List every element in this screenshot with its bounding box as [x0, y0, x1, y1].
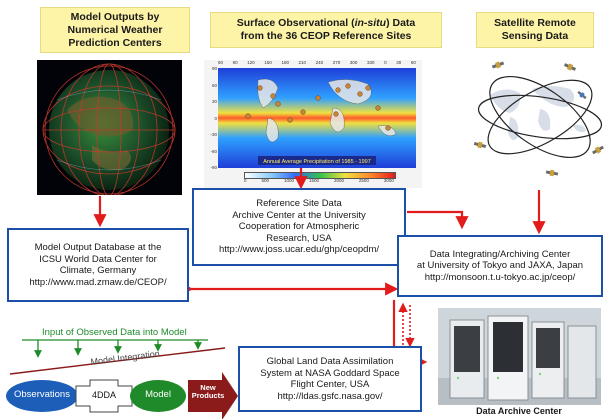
surface-header-insitu: in-situ: [354, 17, 387, 29]
nasa-url: http://ldas.gsfc.nasa.gov/: [277, 390, 383, 402]
mpi-line3: Climate, Germany: [59, 265, 137, 276]
ucar-line2: Archive Center at the University: [232, 209, 366, 221]
nasa-line3: Flight Center, USA: [290, 379, 370, 390]
ytick: 90: [211, 66, 217, 71]
ytick: -90: [210, 165, 217, 170]
new-products-arrow: [188, 372, 238, 419]
xtick: 150: [264, 60, 272, 65]
precip-colorbar-ticks: 0 500 1000 1500 2000 2500 3000: [244, 178, 394, 183]
nwp-header: Model Outputs by Numerical Weather Predi…: [40, 7, 190, 53]
satellite-header-line2: Sensing Data: [501, 30, 569, 42]
ytick: 60: [211, 82, 217, 88]
ytick: -60: [210, 148, 217, 154]
satellite-header: Satellite Remote Sensing Data: [476, 12, 594, 48]
mpi-line2: ICSU World Data Center for: [39, 253, 157, 265]
cbtick: 3000: [383, 178, 394, 183]
archive-caption: Data Archive Center: [476, 406, 562, 416]
xtick: 300: [349, 60, 358, 65]
nasa-node: Global Land Data Assimilation System at …: [238, 346, 422, 412]
surface-header-line1: Surface Observational (in-situ) Data: [237, 17, 416, 30]
cbtick: 2500: [358, 178, 369, 183]
nasa-line2: System at NASA Goddard Space: [260, 367, 400, 379]
precip-map: Annual Average Precipitation of 1985 - 1…: [204, 60, 422, 188]
cbtick: 0: [244, 178, 247, 183]
precip-map-caption: Annual Average Precipitation of 1985 - 1…: [263, 159, 371, 165]
xtick: 210: [298, 60, 307, 65]
cbtick: 2000: [333, 178, 344, 183]
surface-header-text-c: ) Data: [386, 17, 416, 29]
xtick: 60: [410, 60, 416, 65]
ucar-url: http://www.joss.ucar.edu/ghp/ceopdm/: [218, 244, 379, 256]
xtick: 270: [332, 60, 341, 65]
model-label: Model: [145, 389, 171, 400]
ytick: -30: [210, 132, 217, 137]
tokyo-url: http://monsoon.t.u-tokyo.ac.jp/ceop/: [424, 271, 576, 283]
ucar-line4: Research, USA: [266, 232, 332, 244]
integration-line: [9, 347, 226, 375]
nwp-header-line2: Numerical Weather: [67, 23, 163, 36]
xtick: 90: [232, 60, 238, 65]
surface-header-line2: from the 36 CEOP Reference Sites: [240, 30, 412, 42]
precip-map-yticks: 90 60 30 0 -30 -60 -90: [205, 66, 217, 170]
model-oval: [130, 380, 186, 412]
tokyo-node: Data Integrating/Archiving Center at Uni…: [397, 235, 603, 297]
xtick: 240: [315, 60, 324, 65]
tokyo-line1: Data Integrating/Archiving Center: [429, 248, 571, 260]
nwp-header-line3: Prediction Centers: [68, 36, 162, 49]
satellite-orbit-image: [473, 61, 604, 177]
tokyo-line2: at University of Tokyo and JAXA, Japan: [416, 260, 584, 272]
nwp-globe-image: [37, 60, 182, 195]
arrow-ucar-to-tokyo: [407, 210, 469, 230]
ytick: 30: [211, 99, 217, 104]
precip-map-canvas: Annual Average Precipitation of 1985 - 1…: [218, 68, 416, 168]
ucar-line3: Cooperation for Atmospheric: [238, 221, 360, 233]
xtick: 0: [384, 60, 387, 65]
surface-header: Surface Observational (in-situ) Data fro…: [210, 12, 442, 48]
cbtick: 500: [261, 178, 269, 183]
satellite-header-line1: Satellite Remote: [494, 17, 576, 29]
new-products-label: New Products: [190, 384, 226, 400]
nasa-line1: Global Land Data Assimilation: [266, 356, 394, 367]
nwp-header-line1: Model Outputs by: [70, 10, 160, 23]
new-products-line1: New: [200, 383, 216, 392]
xtick: 330: [366, 60, 375, 65]
process-diagram: [6, 339, 238, 419]
new-products-line2: Products: [191, 391, 225, 400]
cbtick: 1000: [283, 178, 294, 183]
observations-label: Observations: [14, 389, 70, 400]
xtick: 60: [218, 60, 224, 65]
input-label: Input of Observed Data into Model: [42, 327, 187, 338]
mpi-line1: Model Output Database at the: [34, 242, 162, 253]
ytick: 0: [214, 115, 217, 121]
ucar-line1: Reference Site Data: [256, 198, 342, 210]
mpi-node: Model Output Database at the ICSU World …: [7, 228, 189, 302]
precip-map-xticks: 60 90 120 150 180 210 240 270 300 330 0 …: [218, 60, 416, 68]
cbtick: 1500: [308, 178, 319, 183]
precip-colorbar: [244, 172, 396, 179]
mpi-url: http://www.mad.zmaw.de/CEOP/: [29, 276, 167, 288]
fdda-cross: [75, 379, 133, 413]
observations-oval: [6, 380, 78, 412]
fdda-label: 4DDA: [91, 390, 116, 400]
xtick: 120: [247, 60, 255, 65]
ucar-node: Reference Site Data Archive Center at th…: [192, 188, 406, 266]
xtick: 180: [281, 60, 289, 65]
data-archive-photo: [438, 308, 601, 405]
xtick: 30: [396, 60, 402, 65]
surface-header-text-a: Surface Observational (: [236, 17, 355, 29]
